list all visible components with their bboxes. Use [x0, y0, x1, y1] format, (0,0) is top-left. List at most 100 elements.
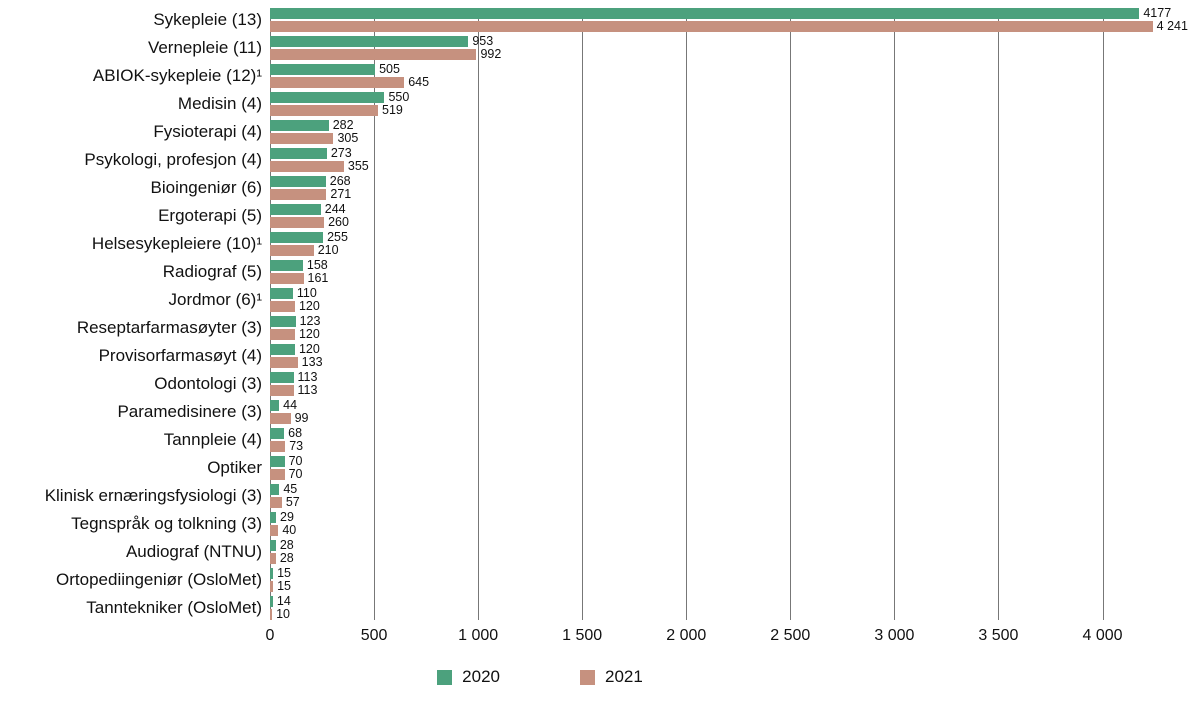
category-label: Tanntekniker (OsloMet) [86, 597, 262, 617]
legend-item-2021: 2021 [580, 667, 643, 687]
value-label-2021: 99 [294, 411, 309, 426]
value-label-2020: 282 [332, 118, 354, 133]
bar-2020 [270, 64, 376, 75]
chart-row: Fysioterapi (4) 282 305 [0, 118, 1192, 146]
bar-2020 [270, 344, 295, 355]
value-label-2021: 133 [301, 355, 323, 370]
bar-line-2021: 28 [270, 551, 1192, 566]
category-label: Psykologi, profesjon (4) [84, 149, 262, 169]
bar-line-2020: 44 [270, 398, 1192, 413]
value-label-2021: 260 [328, 215, 349, 230]
bar-line-2020: 953 [270, 35, 1192, 47]
category-label: Medisin (4) [177, 93, 262, 113]
bar-2020 [270, 260, 303, 271]
bar-2021 [270, 21, 1153, 32]
bar-group: 4177 4 241 [270, 7, 1192, 34]
value-label-2021: 271 [330, 187, 352, 202]
x-axis: 0 500 1 000 1 500 2 000 2 500 3 000 3 500 4 000 [266, 627, 1192, 651]
value-label-2020: 273 [330, 146, 352, 161]
bar-line-2021: 113 [270, 384, 1192, 396]
x-tick-label: 1 000 [458, 627, 499, 644]
value-label-2021: 4 241 [1156, 19, 1188, 34]
chart-row: Medisin (4) 550 519 [0, 91, 1192, 118]
bar-line-2021: 355 [270, 160, 1192, 172]
gridline [1102, 8, 1104, 620]
bar-line-2020: 123 [270, 315, 1192, 327]
bar-line-2021: 260 [270, 215, 1192, 230]
bar-line-2020: 4177 [270, 7, 1192, 19]
bar-group: 244 260 [270, 202, 1192, 230]
value-label-2021: 305 [337, 131, 359, 146]
category-label: Reseptarfarmasøyter (3) [76, 317, 262, 337]
bar-line-2020: 113 [270, 370, 1192, 385]
x-tick-label: 1 500 [562, 627, 603, 644]
chart-row: Psykologi, profesjon (4) 273 355 [0, 146, 1192, 172]
value-label-2020: 244 [324, 202, 346, 217]
category-label: Paramedisinere (3) [117, 401, 262, 421]
bar-line-2020: 273 [270, 146, 1192, 161]
category-label: Bioingeniør (6) [150, 177, 263, 197]
bar-line-2021: 10 [270, 608, 1192, 620]
gridline [790, 8, 792, 620]
bar-group: 28 28 [270, 539, 1192, 566]
bar-line-2021: 992 [270, 48, 1192, 60]
bar-line-2021: 305 [270, 131, 1192, 146]
x-tick-label: 3 000 [874, 627, 915, 644]
bar-group: 158 161 [270, 259, 1192, 284]
bar-group: 268 271 [270, 175, 1192, 202]
bar-line-2021: 645 [270, 76, 1192, 88]
bar-line-2021: 57 [270, 495, 1192, 510]
bar-2021 [270, 441, 286, 452]
bar-group: 120 133 [270, 342, 1192, 370]
bar-line-2020: 505 [270, 62, 1192, 77]
bar-2020 [270, 428, 285, 439]
value-label-2020: 113 [297, 370, 318, 385]
value-label-2021: 15 [277, 579, 292, 594]
category-label: Vernepleie (11) [147, 37, 262, 57]
bar-2021 [270, 105, 379, 116]
value-label-2020: 14 [276, 594, 291, 609]
bar-group: 44 99 [270, 398, 1192, 426]
value-label-2020: 120 [298, 342, 320, 357]
chart-row: Tanntekniker (OsloMet) 14 10 [0, 594, 1192, 620]
value-label-2020: 505 [379, 62, 400, 77]
value-label-2021: 519 [382, 103, 403, 118]
value-label-2021: 28 [279, 551, 294, 566]
value-label-2021: 57 [285, 495, 300, 510]
bar-2021 [270, 357, 298, 368]
bar-2020 [270, 120, 329, 131]
bar-group: 123 120 [270, 315, 1192, 340]
bar-2021 [270, 581, 274, 592]
value-label-2020: 70 [288, 454, 303, 469]
gridline [894, 8, 896, 620]
bar-group: 45 57 [270, 482, 1192, 510]
bar-2021 [270, 413, 291, 424]
bar-line-2021: 120 [270, 300, 1192, 312]
category-label: Radiograf (5) [162, 261, 262, 281]
category-label: Odontologi (3) [154, 373, 262, 393]
value-label-2020: 44 [283, 398, 298, 413]
bar-2021 [270, 497, 282, 508]
bar-2021 [270, 469, 285, 480]
bar-group: 15 15 [270, 567, 1192, 594]
gridline [998, 8, 1000, 620]
bar-line-2021: 40 [270, 524, 1192, 536]
chart-row: Odontologi (3) 113 113 [0, 370, 1192, 396]
bar-line-2021: 4 241 [270, 19, 1192, 34]
bar-2021 [270, 161, 344, 172]
bar-line-2021: 161 [270, 272, 1192, 284]
chart-row: Reseptarfarmasøyter (3) 123 120 [0, 315, 1192, 340]
x-tick-label: 3 500 [978, 627, 1019, 644]
value-label-2020: 45 [283, 482, 298, 497]
bar-2020 [270, 540, 276, 551]
x-tick-label: 2 500 [770, 627, 811, 644]
bar-2020 [270, 36, 469, 47]
bar-group: 70 70 [270, 454, 1192, 480]
bar-line-2020: 14 [270, 594, 1192, 609]
chart-row: Klinisk ernæringsfysiologi (3) 45 57 [0, 482, 1192, 510]
value-label-2020: 29 [280, 510, 294, 525]
legend: 2020 2021 [0, 667, 1200, 687]
bar-2021 [270, 609, 273, 620]
bar-2021 [270, 133, 334, 144]
chart-row: Tegnspråk og tolkning (3) 29 40 [0, 510, 1192, 536]
